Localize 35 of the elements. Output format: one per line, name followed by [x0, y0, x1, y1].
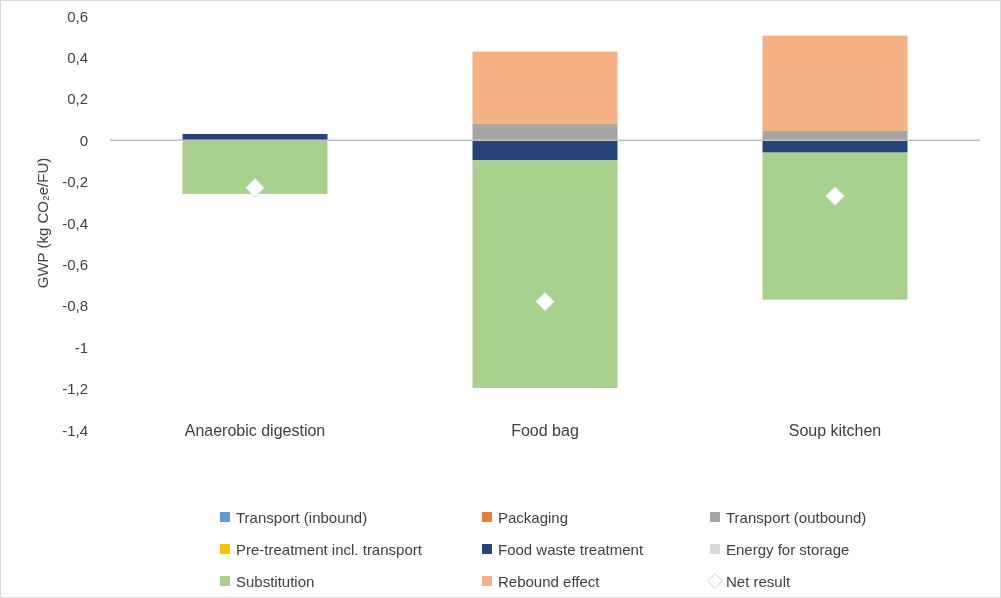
y-tick-label: 0,4 [67, 48, 88, 66]
y-axis-title: GWP (kg CO₂e/FU) [34, 157, 51, 289]
point [535, 291, 555, 312]
y-tick-label: -0,4 [62, 214, 88, 232]
x-tick-label: Anaerobic digestion [184, 421, 326, 439]
bar [472, 124, 618, 141]
point [245, 177, 265, 198]
bar [182, 140, 328, 195]
bar [472, 140, 618, 161]
point [825, 186, 845, 207]
legend-label: Energy for storage [726, 540, 850, 558]
legend-label: Food waste treatment [498, 540, 644, 558]
y-tick-label: 0,6 [67, 7, 88, 25]
y-tick-label: -1 [74, 338, 88, 356]
legend-label: Rebound effect [498, 572, 601, 590]
x-tick-label: Soup kitchen [788, 421, 882, 439]
bar [472, 160, 618, 388]
legend-label: Substitution [236, 572, 315, 590]
x-tick-label: Food bag [511, 421, 579, 439]
y-tick-label: -0,8 [62, 297, 88, 315]
legend-label: Packaging [498, 508, 569, 526]
y-tick-label: 0 [79, 131, 88, 149]
y-tick-label: -1,2 [62, 380, 88, 398]
bar [762, 140, 908, 153]
bar [472, 51, 618, 125]
y-tick-label: 0,2 [67, 90, 88, 108]
legend-label: Net result [726, 572, 792, 590]
y-tick-label: -0,2 [62, 173, 88, 191]
bar [762, 152, 908, 300]
y-tick-label: -0,6 [62, 255, 88, 273]
y-tick-label: -1,4 [62, 421, 88, 439]
legend-label: Transport (inbound) [236, 508, 368, 526]
legend-label: Transport (outbound) [726, 508, 867, 526]
legend-label: Pre-treatment incl. transport [236, 540, 423, 558]
bar [762, 35, 908, 131]
